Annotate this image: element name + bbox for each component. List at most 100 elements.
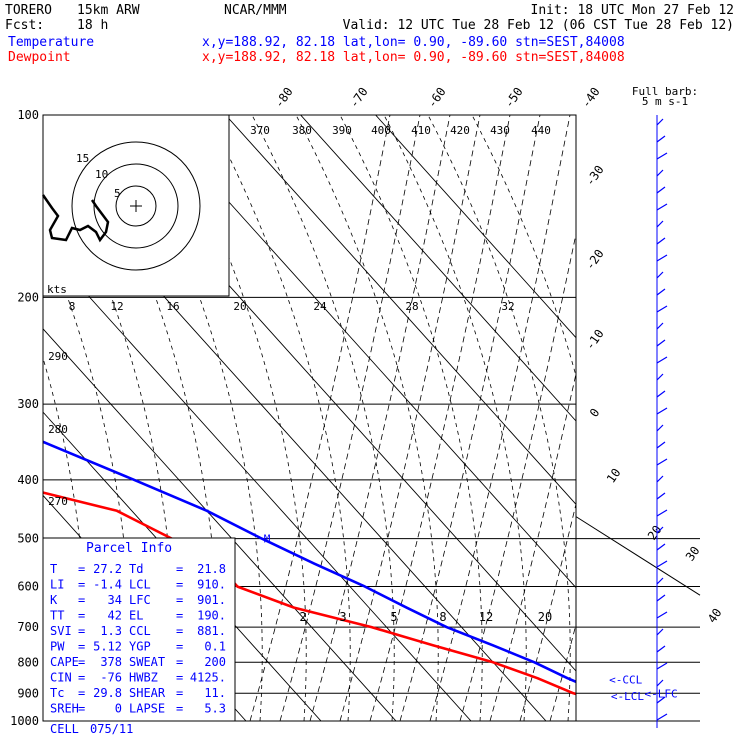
- parcel-info-cell: PW: [50, 640, 65, 654]
- parcel-info-cell: =: [176, 609, 183, 623]
- frame-diagonal: [575, 516, 701, 596]
- dewpoint-point: [432, 644, 434, 647]
- parcel-info-cell-label: CELL: [50, 722, 79, 736]
- hodograph-ring-label-10: 10: [95, 168, 108, 181]
- wind-barb: [656, 203, 668, 211]
- scale-label: 16: [166, 300, 179, 313]
- scale-label: 32: [501, 300, 514, 313]
- mixing-ratio-label: 3: [339, 610, 346, 624]
- parcel-info-cell: 0.1: [204, 640, 226, 654]
- forecast-label: Fcst:: [5, 18, 44, 33]
- pressure-label: 900: [17, 686, 39, 700]
- pressure-label: 400: [17, 473, 39, 487]
- wind-barb: [656, 696, 666, 704]
- hodograph-trace: [41, 194, 110, 243]
- hodograph-ring-label-15: 15: [76, 152, 89, 165]
- parcel-info-frame: [42, 537, 236, 722]
- theta-label: 380: [292, 124, 312, 137]
- parcel-info-cell: 34: [108, 593, 122, 607]
- mixing-ratio-label: 12: [479, 610, 493, 624]
- parcel-info-cell: LCL: [129, 578, 151, 592]
- temperature-point: [133, 479, 135, 481]
- wind-barbs: [656, 118, 668, 721]
- parcel-info-cell: 29.8: [93, 686, 122, 700]
- moist-adiabat-line: [249, 115, 391, 721]
- wind-barb: [656, 135, 666, 143]
- level-label: <-LFC: [645, 688, 678, 701]
- theta-label: 370: [250, 124, 270, 137]
- wind-barb: [656, 577, 664, 585]
- dewpoint-point: [536, 677, 539, 679]
- parcel-info-rows: T = 27.2 Td = 21.8 LI = -1.4 LCL = 910. K = 34 LFC = 901.…: [50, 562, 226, 716]
- isotherm-label: 10: [604, 466, 624, 486]
- parcel-info-cell: =: [78, 702, 85, 716]
- theta-label: 290: [48, 350, 68, 363]
- temperature-point: [206, 510, 208, 512]
- wind-barb: [656, 543, 666, 551]
- wind-barb: [656, 713, 668, 721]
- model-name: TORERO: [5, 3, 52, 18]
- wind-barb: [656, 390, 666, 398]
- parcel-info-cell: YGP: [129, 640, 151, 654]
- moist-adiabat-line: [459, 231, 576, 721]
- parcel-info-cell: =: [78, 593, 85, 607]
- moist-adiabat-line: [339, 115, 481, 721]
- mixing-ratio-label: 2: [299, 610, 306, 624]
- mixing-ratio-label: 8: [439, 610, 446, 624]
- hodograph-ring-15: [71, 141, 201, 271]
- valid-time: Valid: 12 UTC Tue 28 Feb 12 (06 CST Tue …: [343, 18, 734, 33]
- parcel-info-title: Parcel Info: [86, 541, 172, 556]
- wind-barb: [656, 322, 664, 330]
- wind-barb: [656, 186, 666, 194]
- wind-barb: [656, 220, 664, 228]
- isotherm-line: [225, 115, 576, 506]
- pressure-label: 100: [17, 108, 39, 122]
- hodograph-ring-5: [115, 185, 157, 227]
- wind-barb: [656, 339, 666, 347]
- parcel-info-cell-value: 075/11: [90, 722, 133, 736]
- init-time: Init: 18 UTC Mon 27 Feb 12: [531, 3, 735, 18]
- parcel-info-cell: =: [78, 562, 85, 576]
- isotherm-line: [43, 244, 472, 721]
- level-label: <-LCL: [611, 690, 644, 703]
- hodograph-inset: 5 10 15 kts: [41, 114, 230, 297]
- wind-barb: [656, 237, 666, 245]
- moist-adiabat-line: [369, 115, 511, 721]
- parcel-info-cell: 378: [100, 655, 122, 669]
- wind-barb: [656, 356, 668, 364]
- theta-label: 430: [490, 124, 510, 137]
- parcel-info-cell: 901.: [197, 593, 226, 607]
- wind-barb: [656, 169, 664, 177]
- temperature-station-info: x,y=188.92, 82.18 lat,lon= 0.90, -89.60 …: [202, 35, 625, 50]
- temperature-point: [405, 606, 408, 609]
- isotherm-label: 30: [683, 544, 703, 564]
- wind-barb: [656, 560, 668, 568]
- dewpoint-point: [116, 510, 118, 512]
- theta-label: 440: [531, 124, 551, 137]
- parcel-info-cell: K: [50, 593, 58, 607]
- wind-barb: [656, 118, 664, 126]
- parcel-info-cell: =: [176, 640, 183, 654]
- pressure-label: 800: [17, 655, 39, 669]
- isotherm-line: [300, 115, 576, 422]
- moist-adiabat-line: [309, 115, 451, 721]
- isotherm-line: [150, 115, 576, 589]
- theta-label: 390: [332, 124, 352, 137]
- wind-barb: [656, 509, 668, 517]
- parcel-info-cell: 910.: [197, 578, 226, 592]
- theta-label: 420: [450, 124, 470, 137]
- temperature-point: [566, 677, 569, 679]
- dewpoint-point: [293, 606, 295, 609]
- wind-barb-column: Full barb: 5 m s-1: [632, 85, 698, 728]
- wind-barb: [656, 254, 668, 262]
- temperature-point: [445, 626, 448, 628]
- wind-barb: [656, 628, 664, 636]
- plot-frame: [42, 114, 577, 722]
- theta-label: 280: [48, 423, 68, 436]
- parcel-info-cell: =: [176, 655, 183, 669]
- parcel-info-cell: =: [176, 671, 183, 685]
- parcel-info-cell: SHEAR: [129, 686, 166, 700]
- wind-barb: [656, 475, 664, 483]
